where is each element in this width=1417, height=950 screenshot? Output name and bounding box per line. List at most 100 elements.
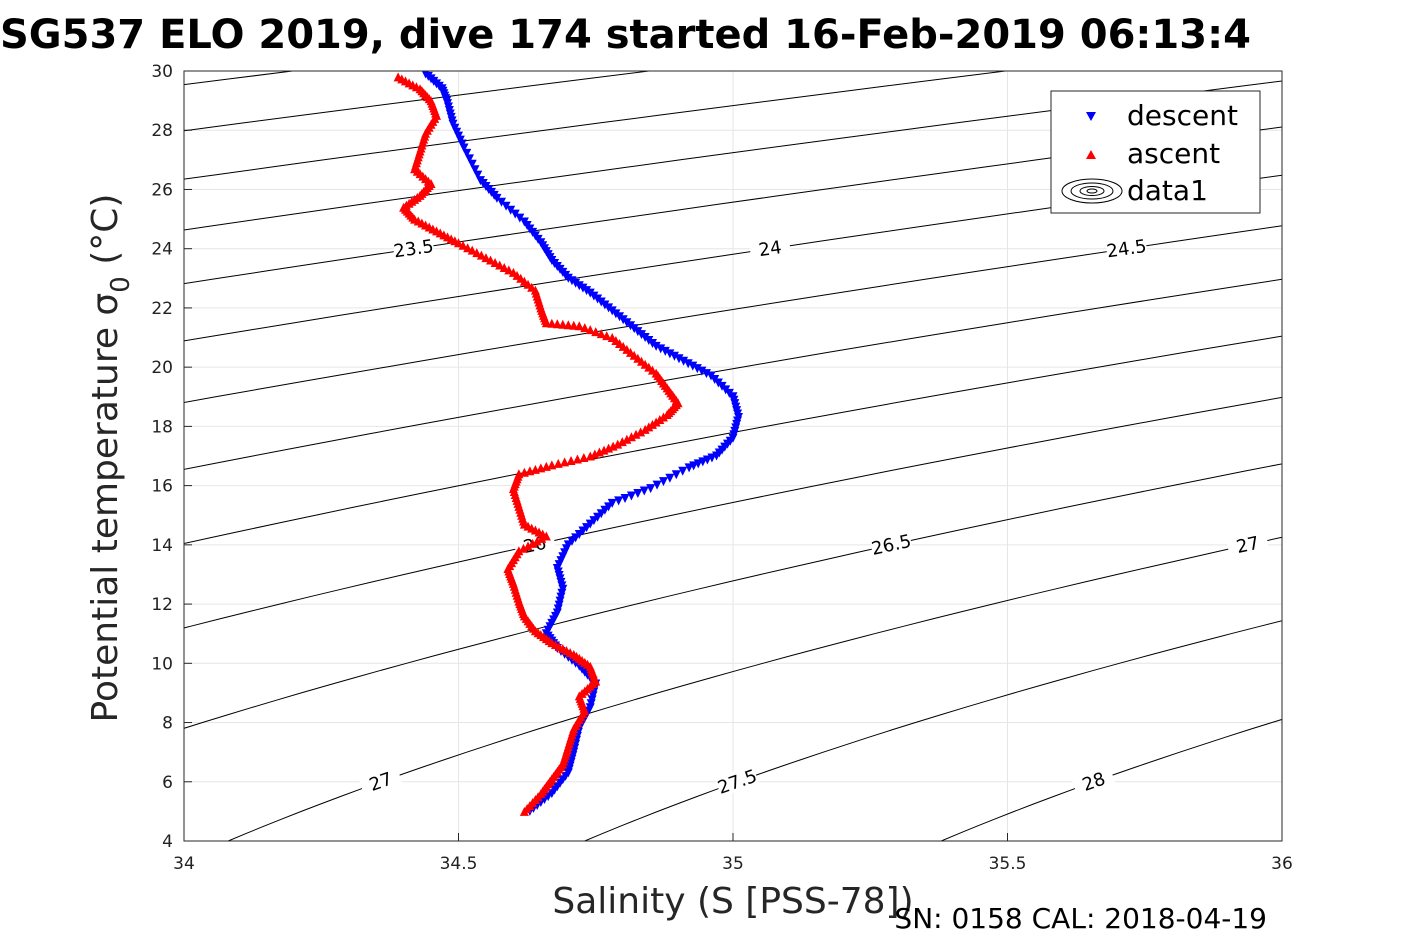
ascent-point — [640, 424, 650, 434]
descent-point — [470, 165, 480, 175]
ascent-point — [574, 321, 584, 331]
descent-point — [660, 346, 670, 356]
descent-point — [567, 276, 577, 286]
descent-series — [421, 71, 743, 816]
ascent-point — [579, 452, 589, 462]
ascent-point — [566, 455, 576, 465]
descent-point — [674, 354, 684, 364]
contour-label-bg — [1105, 234, 1148, 261]
ascent-point — [547, 460, 557, 470]
ascent-point — [563, 320, 573, 330]
legend-data1-marker — [1061, 178, 1123, 204]
x-tick-label: 34.5 — [440, 854, 478, 874]
footer-serial: SN: 0158 CAL: 2018-04-19 — [894, 902, 1267, 935]
ascent-point — [476, 250, 486, 260]
svg-text:Potential temperature σ0 (°C): Potential temperature σ0 (°C) — [85, 194, 136, 723]
ascent-point — [572, 454, 582, 464]
descent-point — [467, 159, 477, 169]
descent-point — [639, 486, 649, 496]
density-contour-line — [184, 126, 1282, 285]
legend-ascent-marker — [1086, 150, 1096, 159]
x-tick-label: 35 — [722, 854, 744, 874]
ascent-point — [585, 325, 595, 335]
density-contour-line — [184, 80, 1282, 231]
descent-point — [614, 496, 624, 506]
contour-label-bg — [1225, 529, 1270, 558]
y-tick-label: 6 — [162, 773, 173, 793]
ascent-point — [525, 466, 535, 476]
descent-point — [665, 349, 675, 359]
ascent-point — [523, 541, 533, 551]
descent-point — [692, 364, 702, 374]
ascent-point — [490, 258, 500, 268]
descent-point — [701, 369, 711, 379]
legend: descent ascent data1 — [1050, 90, 1261, 214]
descent-point — [697, 366, 707, 376]
descent-point — [651, 341, 661, 351]
y-tick-label: 16 — [151, 477, 173, 497]
ascent-point — [519, 806, 529, 816]
y-axis-label: Potential temperature σ — [85, 293, 126, 723]
x-axis-label: Salinity (S [PSS-78]) — [552, 881, 913, 922]
legend-data1-label: data1 — [1127, 174, 1208, 207]
legend-box — [1050, 90, 1261, 214]
y-axis-label-unit: (°C) — [85, 194, 126, 277]
x-tick-label: 35.5 — [989, 854, 1027, 874]
ascent-point — [596, 329, 606, 339]
data-series — [393, 71, 743, 816]
y-tick-label: 12 — [151, 595, 173, 615]
ascent-point — [541, 461, 551, 471]
ascent-point — [591, 327, 601, 337]
descent-point — [678, 466, 688, 476]
ascent-point — [558, 319, 568, 329]
y-tick-label: 26 — [151, 180, 173, 200]
density-contour-line — [184, 463, 1282, 729]
y-tick-label: 4 — [162, 832, 173, 852]
density-contour-line — [228, 536, 1282, 841]
descent-point — [688, 361, 698, 371]
ascent-point — [602, 331, 612, 341]
descent-point — [574, 281, 584, 291]
chart-title: SG537 ELO 2019, dive 174 started 16-Feb-… — [0, 12, 1251, 58]
descent-point — [665, 473, 675, 483]
ascent-point — [536, 463, 546, 473]
density-contour-line — [184, 278, 1282, 470]
descent-point — [578, 283, 588, 293]
ascent-point — [636, 427, 646, 437]
descent-point — [658, 477, 668, 487]
ascent-point — [537, 533, 547, 543]
ascent-point — [541, 318, 551, 328]
ascent-point — [467, 245, 477, 255]
ascent-point — [547, 318, 557, 328]
density-contour-line — [184, 396, 1282, 629]
ascent-point — [486, 255, 496, 265]
contour-label-bg — [714, 764, 760, 797]
descent-point — [501, 201, 511, 211]
density-contour-line — [584, 620, 1282, 841]
ascent-point — [458, 240, 468, 250]
y-axis-label-group: Potential temperature σ0 (°C) — [85, 194, 136, 723]
contour-label-bg — [358, 764, 403, 797]
y-tick-label: 10 — [151, 654, 173, 674]
descent-point — [462, 148, 472, 158]
descent-point — [459, 143, 469, 153]
ascent-point — [518, 543, 528, 553]
ascent-point — [530, 464, 540, 474]
y-axis-label-subscript: 0 — [106, 276, 136, 293]
ascent-point — [631, 429, 641, 439]
ascent-point — [553, 458, 563, 468]
y-tick-label: 22 — [151, 299, 173, 319]
descent-point — [626, 491, 636, 501]
descent-point — [497, 197, 507, 207]
ascent-point — [454, 238, 463, 248]
descent-point — [669, 351, 679, 361]
descent-point — [646, 484, 656, 494]
ascent-point — [622, 434, 632, 444]
descent-point — [633, 489, 643, 499]
y-tick-label: 28 — [151, 121, 173, 141]
descent-point — [683, 359, 693, 369]
ascent-point — [560, 457, 570, 467]
x-tick-label: 36 — [1271, 854, 1293, 874]
ascent-point — [617, 437, 627, 447]
